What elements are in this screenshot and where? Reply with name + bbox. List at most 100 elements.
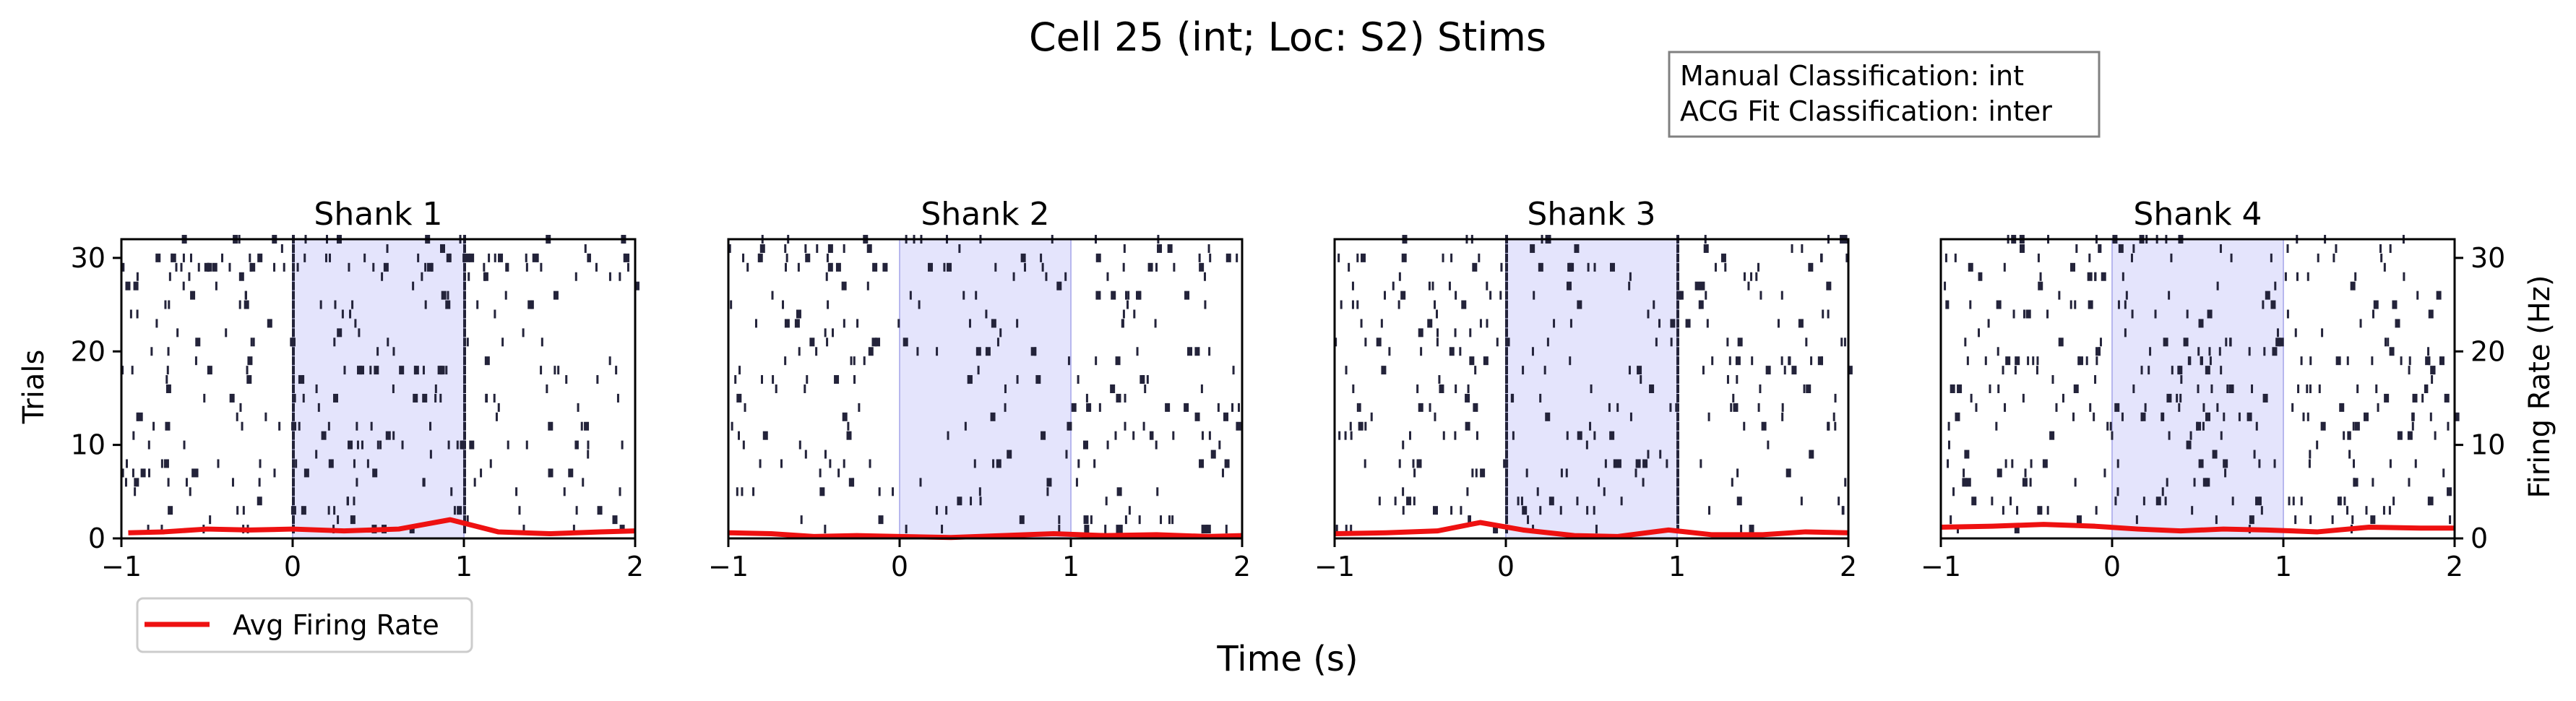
- spike-tick: [292, 262, 295, 272]
- spike-tick: [1536, 487, 1539, 496]
- spike-tick: [1676, 300, 1679, 309]
- spike-tick: [1530, 244, 1535, 253]
- spike-tick: [448, 253, 451, 262]
- spike-tick: [1337, 253, 1340, 262]
- spike-tick: [804, 384, 806, 393]
- spike-tick: [1364, 337, 1367, 347]
- spike-tick: [858, 403, 861, 412]
- spike-tick: [466, 515, 469, 525]
- spike-tick: [292, 515, 295, 525]
- spike-tick: [1531, 347, 1534, 356]
- spike-tick: [1358, 403, 1361, 412]
- spike-tick: [1964, 450, 1970, 459]
- spike-tick: [2262, 393, 2268, 403]
- spike-tick: [292, 468, 295, 478]
- spike-tick: [738, 366, 741, 375]
- spike-tick: [2093, 412, 2095, 421]
- spike-tick: [1479, 319, 1482, 328]
- spike-tick: [742, 253, 745, 262]
- spike-tick: [2306, 272, 2309, 281]
- spike-tick: [147, 440, 150, 450]
- spike-tick: [1751, 356, 1754, 366]
- spike-tick: [372, 262, 375, 272]
- spike-tick: [1471, 468, 1474, 478]
- spike-tick: [973, 459, 976, 468]
- spike-tick: [225, 328, 228, 337]
- spike-tick: [463, 431, 466, 440]
- spike-tick: [424, 300, 427, 309]
- spike-tick: [1224, 459, 1230, 468]
- spike-tick: [2219, 244, 2222, 253]
- spike-tick: [1980, 272, 1983, 281]
- spike-tick: [863, 356, 866, 366]
- spike-tick: [182, 253, 185, 262]
- spike-tick: [1726, 375, 1729, 384]
- x-tick-label: 0: [284, 551, 301, 582]
- spike-tick: [1483, 356, 1489, 366]
- spike-tick: [522, 328, 525, 337]
- spike-tick: [303, 468, 309, 478]
- spike-tick: [796, 309, 801, 319]
- spike-tick: [2111, 431, 2114, 440]
- spike-tick: [2223, 459, 2228, 468]
- spike-tick: [1945, 300, 1948, 309]
- figure-title: Cell 25 (int; Loc: S2) Stims: [1029, 14, 1546, 60]
- spike-tick: [945, 506, 948, 515]
- spike-tick: [2425, 356, 2431, 366]
- spike-tick: [1203, 272, 1206, 281]
- spike-tick: [2027, 356, 2030, 366]
- spike-tick: [148, 468, 151, 478]
- spike-tick: [2228, 384, 2234, 393]
- spike-tick: [1676, 412, 1679, 421]
- spike-tick: [1489, 291, 1492, 300]
- spike-tick: [2186, 309, 2189, 319]
- spike-tick: [1765, 366, 1771, 375]
- spike-tick: [1733, 403, 1739, 412]
- spike-tick: [905, 525, 908, 534]
- spike-tick: [1585, 440, 1588, 450]
- spike-tick: [1944, 253, 1947, 262]
- spike-tick: [1392, 281, 1395, 291]
- spike-tick: [1418, 328, 1423, 337]
- spike-tick: [1412, 459, 1415, 468]
- spike-tick: [203, 393, 206, 403]
- spike-tick: [1560, 468, 1563, 478]
- spike-tick: [2148, 366, 2150, 375]
- spike-tick: [846, 431, 852, 440]
- spike-tick: [175, 262, 178, 272]
- spike-tick: [1736, 468, 1739, 478]
- spike-tick: [1505, 356, 1508, 366]
- spike-tick: [1781, 412, 1784, 421]
- spike-tick: [2426, 384, 2429, 393]
- spike-tick: [1676, 337, 1679, 347]
- spike-tick: [231, 478, 234, 487]
- spike-tick: [1505, 300, 1508, 309]
- spike-tick: [2121, 412, 2124, 421]
- spike-tick: [2416, 291, 2419, 300]
- spike-tick: [1676, 309, 1679, 319]
- spike-tick: [182, 281, 185, 291]
- spike-tick: [1420, 347, 1423, 356]
- x-tick-label: 1: [1062, 551, 1080, 582]
- spike-tick: [1950, 384, 1955, 393]
- spike-tick: [494, 309, 496, 319]
- spike-tick: [1223, 412, 1229, 421]
- spike-tick: [453, 506, 456, 515]
- spike-tick: [804, 244, 807, 253]
- spike-tick: [2124, 300, 2127, 309]
- spike-tick: [348, 262, 350, 272]
- spike-tick: [1086, 403, 1092, 412]
- spike-tick: [624, 253, 630, 262]
- spike-tick: [483, 272, 488, 281]
- spike-tick: [356, 440, 359, 450]
- spike-tick: [383, 262, 389, 272]
- spike-tick: [1963, 468, 1965, 478]
- spike-tick: [357, 366, 363, 375]
- spike-tick: [1106, 440, 1109, 450]
- spike-tick: [2350, 281, 2356, 291]
- spike-tick: [150, 347, 153, 356]
- spike-tick: [2121, 272, 2124, 281]
- spike-tick: [476, 300, 479, 309]
- spike-tick: [244, 291, 247, 300]
- spike-tick: [292, 506, 295, 515]
